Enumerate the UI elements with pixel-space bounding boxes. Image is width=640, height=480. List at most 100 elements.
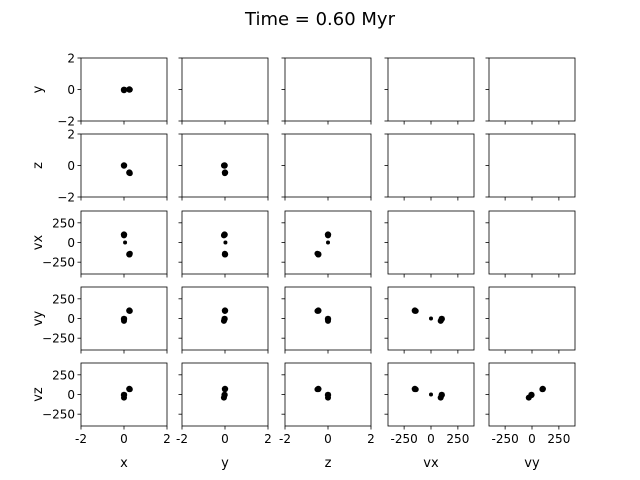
data-point [314,386,321,393]
y-tick-label: −250 [42,408,75,422]
y-tick-label: 250 [52,292,75,306]
y-tick-label: −2 [57,115,75,129]
data-point [325,317,331,324]
x-axis-label-x: x [120,456,128,471]
panel-vz-vs-vx: -250 0 250 [384,362,475,446]
y-axis-label-vx: vx [31,235,46,251]
panel-y-vs-y [178,57,269,125]
x-axis-label-y: y [221,456,229,471]
data-point [326,240,330,245]
data-point [429,316,433,321]
y-tick-label: 0 [67,159,75,173]
x-tick-label: 0 [427,432,435,446]
panel-vy-vs-vx [384,286,475,354]
panel-y-vs-z [281,57,372,125]
x-axis-label-z: z [325,456,332,471]
panel-z-vs-z [281,133,372,201]
panel-y-vs-vx [384,57,475,125]
y-tick-label: 0 [67,236,75,250]
data-point [127,386,133,393]
data-point [221,170,228,177]
data-point [413,386,419,393]
panel-vy-vs-y [178,286,269,354]
data-point [220,162,227,169]
x-tick-label: 0 [221,432,229,446]
data-point [530,392,534,397]
x-tick-label: -2 [176,432,188,446]
data-point [539,386,546,393]
panel-z-vs-y [178,133,269,201]
data-point [121,232,127,239]
y-axis-label-vz: vz [31,387,46,402]
panel-z-vs-vy [485,133,576,201]
data-point [121,87,127,94]
data-point [127,86,133,93]
panel-vz-vs-z: -2 0 2 [279,362,375,446]
panel-vx-vs-z [281,210,372,278]
y-tick-label: 2 [67,128,75,142]
y-tick-label: 250 [52,368,75,382]
data-point [221,308,228,314]
panel-vz-vs-y: -2 0 2 [176,362,272,446]
x-tick-label: -250 [492,432,519,446]
x-tick-label: -2 [75,432,87,446]
data-point [325,394,331,401]
data-point [221,386,228,393]
y-axis-label-z: z [31,162,46,169]
panel-y-vs-x: 2 0 −2 [57,52,168,129]
y-tick-label: 250 [52,216,75,230]
panel-vy-vs-vy [485,286,576,354]
x-tick-label: 250 [547,432,570,446]
x-tick-label: -2 [279,432,291,446]
figure-title: Time = 0.60 Myr [244,9,396,30]
data-point [223,240,228,245]
y-tick-label: 0 [67,312,75,326]
x-tick-label: 2 [264,432,272,446]
y-axis-label-y: y [31,85,46,93]
y-axis-label-vy: vy [31,311,46,327]
data-point [220,317,227,324]
y-tick-label: 2 [67,52,75,66]
data-point [437,317,444,324]
y-tick-label: 0 [67,83,75,97]
panel-y-vs-vy [485,57,576,125]
data-point [314,308,321,314]
x-tick-label: 2 [367,432,375,446]
data-point [325,232,331,239]
panel-vy-vs-x: 250 0 −250 [42,286,168,354]
data-point [121,317,127,324]
panel-vx-vs-vx [384,210,475,278]
data-point [220,232,227,239]
x-tick-label: 2 [163,432,171,446]
panel-vy-vs-z [281,286,372,354]
panel-vz-vs-x: -2 0 2 250 0 −250 [42,362,171,446]
data-point [123,240,128,245]
x-tick-label: 0 [528,432,536,446]
data-point [221,250,228,257]
data-point [429,392,433,397]
data-point [413,308,419,314]
x-tick-label: 0 [324,432,332,446]
data-point [127,170,133,177]
data-point [127,250,133,257]
x-axis-label-vy: vy [524,456,540,471]
panel-vx-vs-vy [485,210,576,278]
panel-vx-vs-x: 250 0 −250 [42,210,168,278]
y-tick-label: −250 [42,256,75,270]
data-point [220,394,227,401]
y-tick-label: 0 [67,388,75,402]
data-point [314,250,321,257]
x-tick-label: 0 [120,432,128,446]
data-point [121,162,127,169]
x-tick-label: -250 [391,432,418,446]
data-point [437,394,444,401]
panel-vx-vs-y [178,210,269,278]
y-tick-label: −2 [57,191,75,205]
data-point [121,394,127,401]
y-tick-label: −250 [42,332,75,346]
panel-vz-vs-vy: -250 0 250 [485,362,576,446]
data-point [525,394,532,401]
